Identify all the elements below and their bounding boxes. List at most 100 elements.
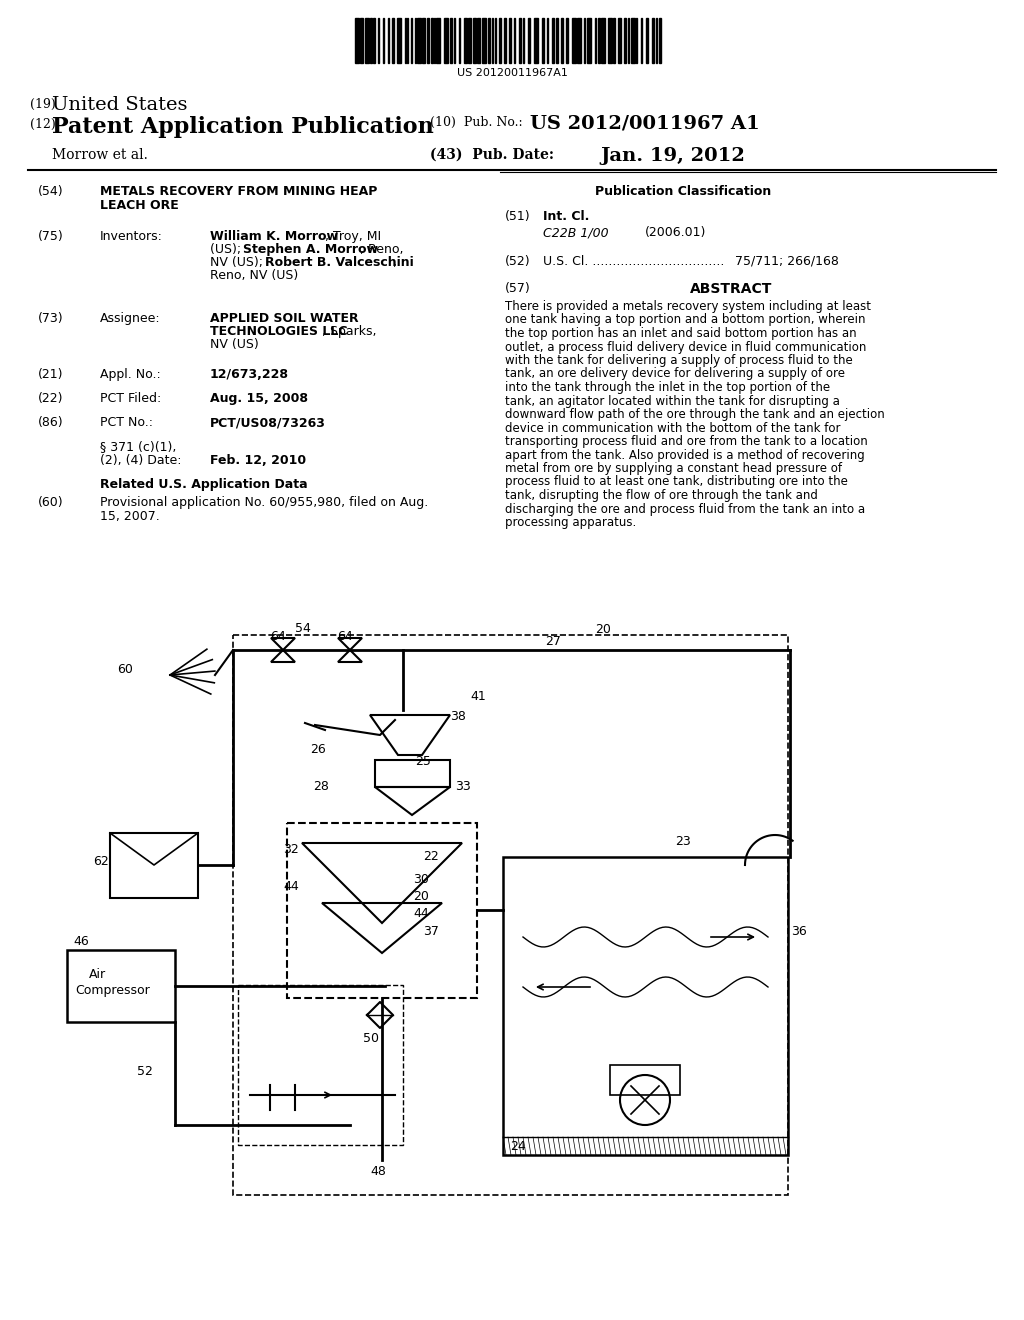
Text: 28: 28 (313, 780, 329, 793)
Text: TECHNOLOGIES LLC: TECHNOLOGIES LLC (210, 325, 347, 338)
Bar (378, 18, 379, 63)
Text: 37: 37 (423, 925, 439, 939)
Bar (495, 18, 496, 63)
Bar (436, 18, 440, 63)
Text: § 371 (c)(1),: § 371 (c)(1), (100, 440, 176, 453)
Bar (514, 18, 515, 63)
Text: (86): (86) (38, 416, 63, 429)
Text: (73): (73) (38, 312, 63, 325)
Text: (US);: (US); (210, 243, 245, 256)
Text: U.S. Cl. .................................: U.S. Cl. ...............................… (543, 255, 724, 268)
Bar (408, 18, 409, 63)
Text: Aug. 15, 2008: Aug. 15, 2008 (210, 392, 308, 405)
Bar (547, 18, 548, 63)
Bar (417, 18, 421, 63)
Text: 64: 64 (337, 630, 352, 643)
Bar (535, 18, 538, 63)
Bar (373, 18, 376, 63)
Text: PCT Filed:: PCT Filed: (100, 392, 161, 405)
Bar (561, 18, 563, 63)
Bar (584, 18, 585, 63)
Bar (509, 18, 511, 63)
Text: (57): (57) (505, 282, 530, 294)
Text: (75): (75) (38, 230, 63, 243)
Text: 60: 60 (117, 663, 133, 676)
Text: processing apparatus.: processing apparatus. (505, 516, 636, 529)
Text: 22: 22 (423, 850, 438, 863)
Text: PCT No.:: PCT No.: (100, 416, 153, 429)
Bar (625, 18, 626, 63)
Bar (504, 18, 506, 63)
Text: APPLIED SOIL WATER: APPLIED SOIL WATER (210, 312, 358, 325)
Bar (388, 18, 389, 63)
Bar (431, 18, 432, 63)
Text: (2006.01): (2006.01) (645, 226, 707, 239)
Text: 15, 2007.: 15, 2007. (100, 510, 160, 523)
Bar (601, 18, 605, 63)
Text: Publication Classification: Publication Classification (595, 185, 771, 198)
Bar (572, 18, 577, 63)
Text: ,: , (393, 256, 397, 269)
Text: 48: 48 (370, 1166, 386, 1177)
Text: 26: 26 (310, 743, 326, 756)
Text: Related U.S. Application Data: Related U.S. Application Data (100, 478, 307, 491)
Text: NV (US): NV (US) (210, 338, 259, 351)
Text: 62: 62 (93, 855, 109, 869)
Bar (556, 18, 558, 63)
Text: the top portion has an inlet and said bottom portion has an: the top portion has an inlet and said bo… (505, 327, 857, 341)
Text: apart from the tank. Also provided is a method of recovering: apart from the tank. Also provided is a … (505, 449, 864, 462)
Bar (233, 635, 788, 1195)
Text: with the tank for delivering a supply of process fluid to the: with the tank for delivering a supply of… (505, 354, 853, 367)
Text: US 20120011967A1: US 20120011967A1 (457, 69, 567, 78)
Text: Int. Cl.: Int. Cl. (543, 210, 590, 223)
Text: discharging the ore and process fluid from the tank an into a: discharging the ore and process fluid fr… (505, 503, 865, 516)
Bar (656, 18, 657, 63)
Text: (51): (51) (505, 210, 530, 223)
Bar (371, 18, 372, 63)
Text: William K. Morrow: William K. Morrow (210, 230, 338, 243)
Text: tank, disrupting the flow of ore through the tank and: tank, disrupting the flow of ore through… (505, 488, 818, 502)
Text: 54: 54 (295, 622, 311, 635)
Text: 41: 41 (470, 690, 485, 704)
Text: tank, an agitator located within the tank for disrupting a: tank, an agitator located within the tan… (505, 395, 840, 408)
Bar (360, 18, 362, 63)
Bar (287, 822, 477, 998)
Bar (110, 833, 198, 898)
Text: C22B 1/00: C22B 1/00 (543, 226, 608, 239)
Bar (499, 18, 501, 63)
Bar (522, 18, 524, 63)
Text: , Troy, MI: , Troy, MI (325, 230, 381, 243)
Text: (60): (60) (38, 496, 63, 510)
Bar (464, 18, 467, 63)
Bar (434, 18, 435, 63)
Text: 44: 44 (413, 907, 429, 920)
Text: NV (US);: NV (US); (210, 256, 267, 269)
Text: Robert B. Valceschini: Robert B. Valceschini (265, 256, 414, 269)
Bar (482, 18, 485, 63)
Text: Feb. 12, 2010: Feb. 12, 2010 (210, 454, 306, 467)
Text: (54): (54) (38, 185, 63, 198)
Text: 20: 20 (595, 623, 611, 636)
Text: 20: 20 (413, 890, 429, 903)
Text: , Sparks,: , Sparks, (322, 325, 377, 338)
Bar (610, 1065, 680, 1096)
Bar (595, 18, 596, 63)
Bar (422, 18, 425, 63)
Bar (427, 18, 429, 63)
Bar (631, 18, 635, 63)
Text: 75/711; 266/168: 75/711; 266/168 (735, 255, 839, 268)
Text: Morrow et al.: Morrow et al. (52, 148, 147, 162)
Text: Appl. No.:: Appl. No.: (100, 368, 161, 381)
Text: Assignee:: Assignee: (100, 312, 161, 325)
Text: into the tank through the inlet in the top portion of the: into the tank through the inlet in the t… (505, 381, 830, 393)
Bar (383, 18, 384, 63)
Text: United States: United States (52, 96, 187, 114)
Text: 32: 32 (283, 843, 299, 855)
Bar (503, 857, 788, 1155)
Text: 30: 30 (413, 873, 429, 886)
Bar (477, 18, 479, 63)
Bar (488, 18, 489, 63)
Bar (588, 18, 591, 63)
Text: 12/673,228: 12/673,228 (210, 368, 289, 381)
Text: METALS RECOVERY FROM MINING HEAP: METALS RECOVERY FROM MINING HEAP (100, 185, 378, 198)
